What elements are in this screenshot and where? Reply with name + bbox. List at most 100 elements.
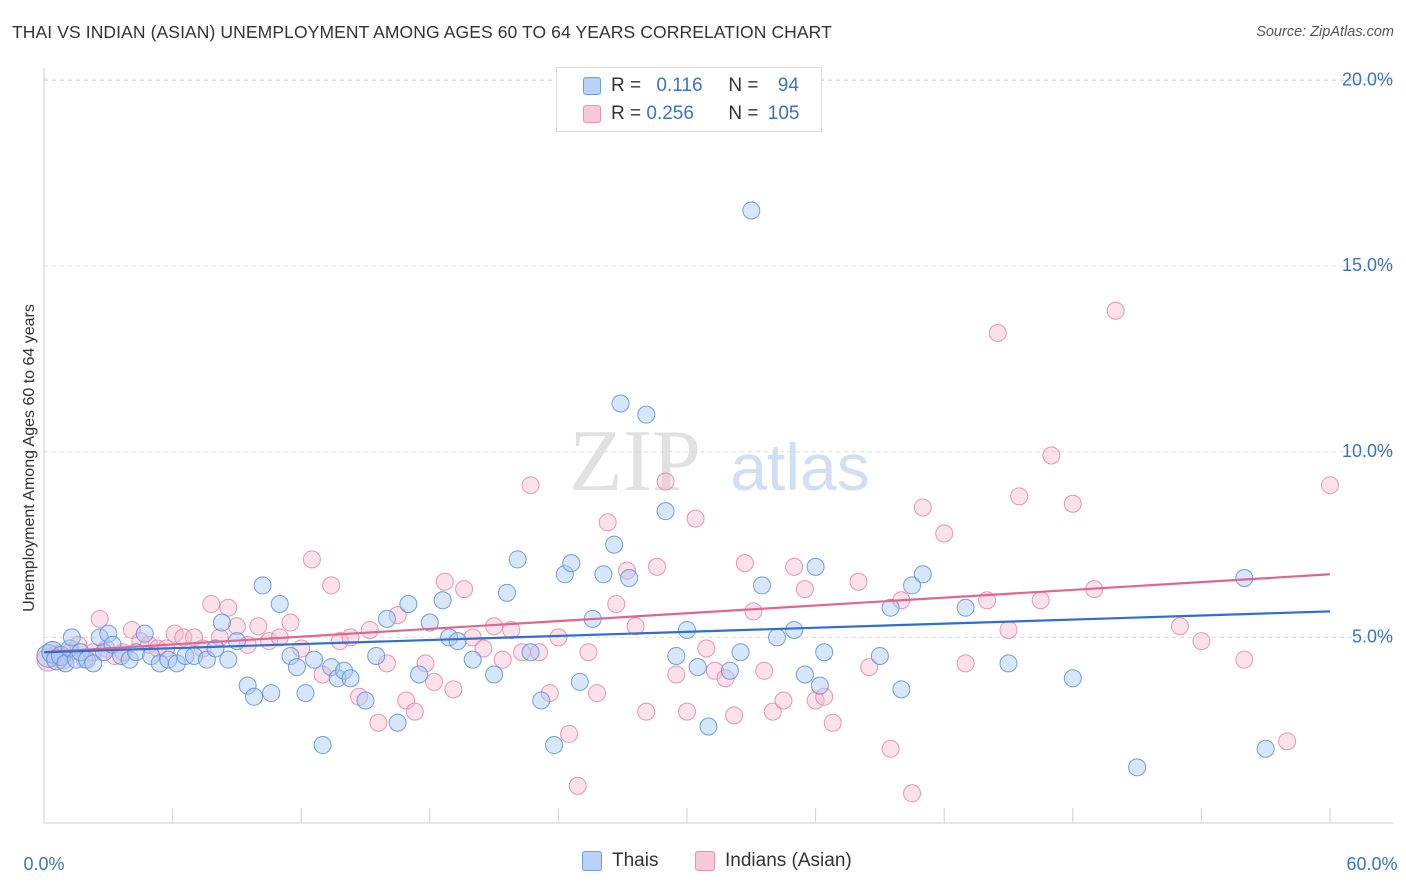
indian-point	[1106, 301, 1125, 320]
chart-title: THAI VS INDIAN (ASIAN) UNEMPLOYMENT AMON…	[12, 22, 832, 42]
legend-item-indians[interactable]: Indians (Asian)	[695, 850, 852, 872]
grid-lines	[44, 78, 1393, 638]
indian-point	[785, 557, 804, 576]
indian-point	[735, 554, 754, 573]
indian-point	[956, 654, 975, 673]
indian-point	[435, 572, 454, 591]
indians-swatch	[583, 105, 601, 123]
thai-point	[521, 643, 540, 662]
indian-point	[806, 691, 825, 710]
thai-point	[620, 568, 639, 587]
indian-point	[568, 776, 587, 795]
indian-point	[444, 680, 463, 699]
indian-point	[302, 550, 321, 569]
thai-point	[570, 672, 589, 691]
indian-point	[369, 713, 388, 732]
indian-point	[755, 661, 774, 680]
thai-point	[913, 565, 932, 584]
thai-point	[699, 717, 718, 736]
thais-swatch	[583, 77, 601, 95]
indian-point	[1031, 591, 1050, 610]
indian-point	[697, 639, 716, 658]
indian-point	[999, 620, 1018, 639]
indian-point	[763, 702, 782, 721]
thai-point	[328, 669, 347, 688]
thai-point	[611, 394, 630, 413]
thai-point	[768, 628, 787, 647]
indian-point	[1192, 632, 1211, 651]
y-tick-label: 20.0%	[1342, 70, 1393, 90]
indian-point	[90, 609, 109, 628]
thai-point	[238, 676, 257, 695]
indian-point	[988, 323, 1007, 342]
r-label: R =	[611, 75, 647, 96]
thai-point	[356, 691, 375, 710]
thai-point	[399, 594, 418, 613]
indian-point	[637, 702, 656, 721]
thais-legend-swatch	[582, 851, 602, 871]
indian-point	[579, 643, 598, 662]
thai-point	[999, 654, 1018, 673]
thai-point	[377, 609, 396, 628]
indian-point	[903, 784, 922, 803]
thai-point	[485, 665, 504, 684]
thai-point	[637, 405, 656, 424]
thai-point	[678, 620, 696, 639]
legend-item-thais[interactable]: Thais	[582, 850, 658, 872]
indian-point	[1170, 617, 1189, 636]
thai-points	[36, 201, 1275, 777]
thai-point	[296, 684, 315, 703]
thai-point	[667, 646, 686, 665]
indian-point	[849, 572, 868, 591]
indian-point	[219, 598, 238, 617]
indians-legend-swatch	[695, 851, 715, 871]
indian-point	[823, 713, 842, 732]
thai-point	[206, 639, 225, 658]
thai-point	[159, 650, 178, 669]
thai-point	[785, 620, 804, 639]
n-value: 105	[767, 103, 800, 124]
n-value: 94	[777, 75, 799, 96]
indian-point	[626, 617, 645, 636]
indian-point	[227, 617, 246, 636]
thai-point	[903, 576, 922, 595]
thai-point	[806, 557, 825, 576]
y-tick-label: 15.0%	[1342, 255, 1393, 275]
indian-point	[388, 606, 407, 625]
thai-point	[1128, 758, 1147, 777]
indian-point	[521, 476, 540, 495]
y-tick-label: 5.0%	[1352, 626, 1393, 646]
correlation-legend: R = 0.116 N = 94 R = 0.256 N = 105	[556, 67, 822, 132]
thai-point	[388, 713, 407, 732]
thai-point	[253, 576, 272, 595]
thai-point	[341, 669, 360, 688]
indian-point	[560, 724, 579, 743]
indian-point	[1042, 446, 1061, 465]
indian-point	[587, 684, 606, 703]
indian-point	[455, 580, 474, 599]
thai-point	[815, 643, 834, 662]
thai-point	[508, 550, 527, 569]
indian-point	[1278, 732, 1297, 751]
thai-point	[545, 736, 564, 755]
thai-point	[135, 624, 154, 643]
indian-point	[815, 687, 834, 706]
thai-point	[245, 687, 264, 706]
indian-point	[647, 557, 666, 576]
thai-point	[532, 691, 551, 710]
legend-row-indians: R = 0.256 N = 105	[583, 102, 799, 126]
indian-point	[1235, 650, 1254, 669]
thai-point	[120, 650, 139, 669]
thai-point	[656, 502, 675, 521]
thai-point	[555, 565, 574, 584]
indian-point	[744, 602, 763, 621]
thai-point	[62, 628, 81, 647]
indian-point	[678, 702, 696, 721]
thai-point	[881, 598, 900, 617]
thai-point	[810, 676, 829, 695]
thai-point	[56, 654, 75, 673]
thai-point	[262, 684, 281, 703]
legend-row-thais: R = 0.116 N = 94	[583, 74, 799, 98]
indian-point	[935, 524, 954, 543]
